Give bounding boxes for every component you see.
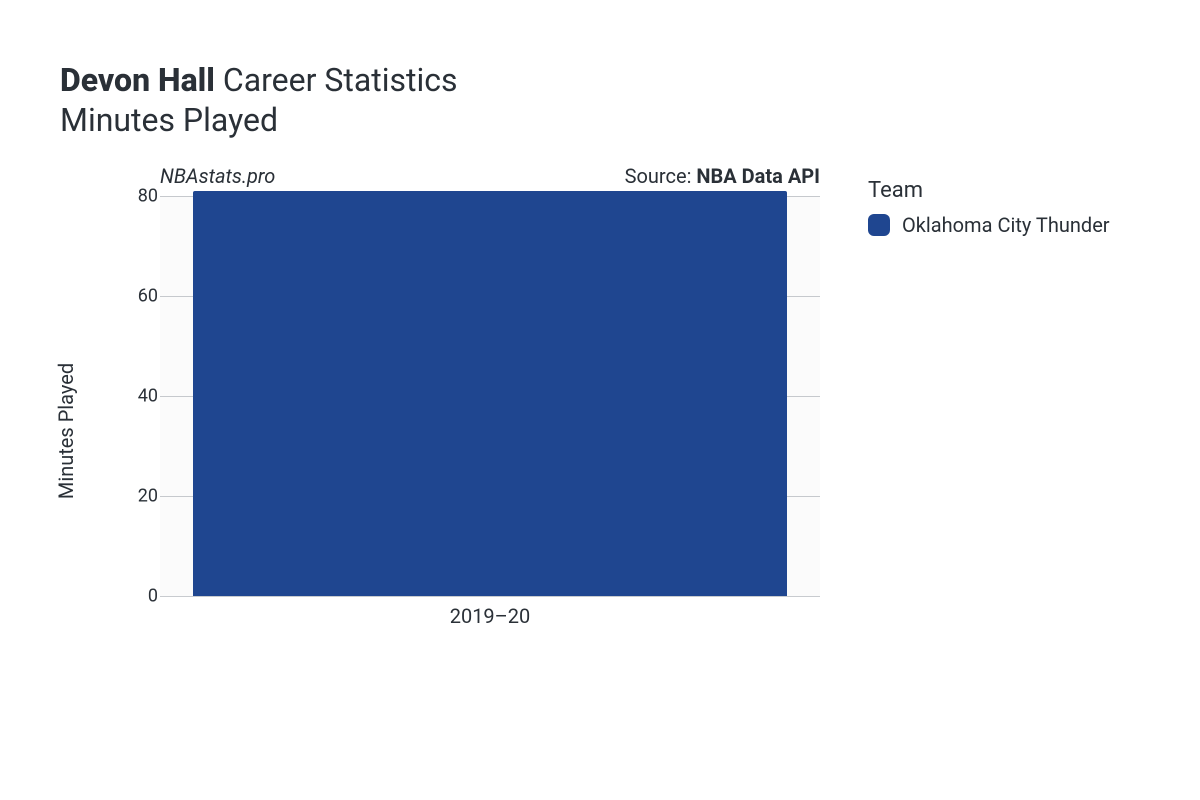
legend: Team Oklahoma City Thunder [868, 178, 1110, 237]
x-tick-label: 2019–20 [450, 604, 531, 628]
y-tick-label: 0 [130, 586, 158, 607]
y-tick-label: 40 [130, 386, 158, 407]
legend-title: Team [868, 178, 1110, 203]
chart-block: Minutes Played 020406080 2019–20 Season [60, 196, 840, 666]
legend-label: Oklahoma City Thunder [902, 213, 1110, 237]
legend-swatch [868, 214, 890, 236]
site-credit: NBAstats.pro [160, 164, 275, 188]
chart-main-row: Minutes Played 020406080 2019–20 Season … [60, 196, 1160, 666]
source-name: NBA Data API [696, 164, 820, 188]
chart-subtitle: Minutes Played [60, 100, 1160, 140]
chart-title-block: Devon Hall Career Statistics Minutes Pla… [60, 60, 1160, 140]
y-axis-label: Minutes Played [54, 363, 78, 499]
chart-title-line1: Devon Hall Career Statistics [60, 60, 1160, 100]
source-credit: Source: NBA Data API [625, 164, 820, 188]
legend-items: Oklahoma City Thunder [868, 213, 1110, 237]
y-tick-label: 80 [130, 186, 158, 207]
plot-area [160, 196, 820, 596]
gridline [160, 596, 820, 597]
title-suffix: Career Statistics [223, 61, 458, 99]
player-name: Devon Hall [60, 61, 215, 99]
bar [193, 191, 787, 596]
page-root: Devon Hall Career Statistics Minutes Pla… [0, 0, 1200, 800]
legend-item: Oklahoma City Thunder [868, 213, 1110, 237]
y-tick-label: 20 [130, 486, 158, 507]
chart-meta-row: NBAstats.pro Source: NBA Data API [160, 164, 820, 188]
y-tick-label: 60 [130, 286, 158, 307]
source-prefix: Source: [625, 164, 697, 188]
